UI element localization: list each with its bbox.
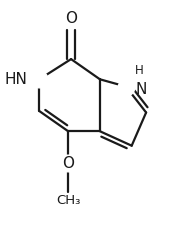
Text: O: O xyxy=(65,11,77,26)
Text: H: H xyxy=(135,64,144,77)
Text: HN: HN xyxy=(5,72,28,87)
Text: CH₃: CH₃ xyxy=(56,194,80,207)
Text: O: O xyxy=(62,155,74,171)
Text: N: N xyxy=(135,82,147,97)
